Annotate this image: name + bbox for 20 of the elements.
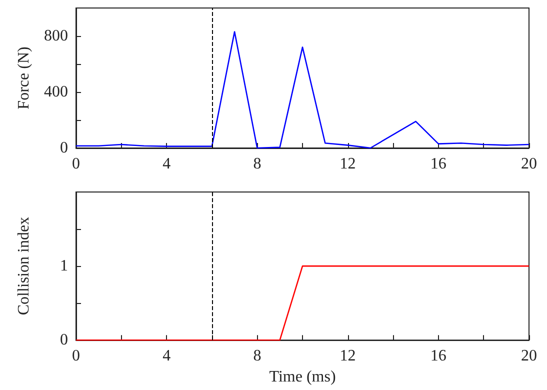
x-tick-label: 4 xyxy=(162,156,171,172)
y-axis-title: Force (N) xyxy=(16,46,32,110)
x-tick-label: 20 xyxy=(521,348,537,365)
x-tick-label: 0 xyxy=(72,348,80,365)
x-tick-label: 0 xyxy=(72,156,80,172)
y-tick-label: 1 xyxy=(60,258,68,275)
x-tick-label: 8 xyxy=(253,156,262,172)
x-axis-title: Time (ms) xyxy=(269,368,336,386)
x-tick-label: 12 xyxy=(340,348,356,365)
y-tick-label: 400 xyxy=(44,84,68,100)
x-tick-label: 4 xyxy=(162,348,171,365)
x-tick-label: 8 xyxy=(253,348,262,365)
x-tick-label: 16 xyxy=(430,348,446,365)
y-tick-label: 0 xyxy=(60,332,68,349)
x-tick-label: 16 xyxy=(430,156,446,172)
y-tick-label: 0 xyxy=(60,140,68,156)
y-tick-label: 800 xyxy=(44,28,68,44)
x-tick-label: 12 xyxy=(340,156,356,172)
x-tick-label: 20 xyxy=(521,156,537,172)
y-axis-title: Collision index xyxy=(16,216,32,316)
